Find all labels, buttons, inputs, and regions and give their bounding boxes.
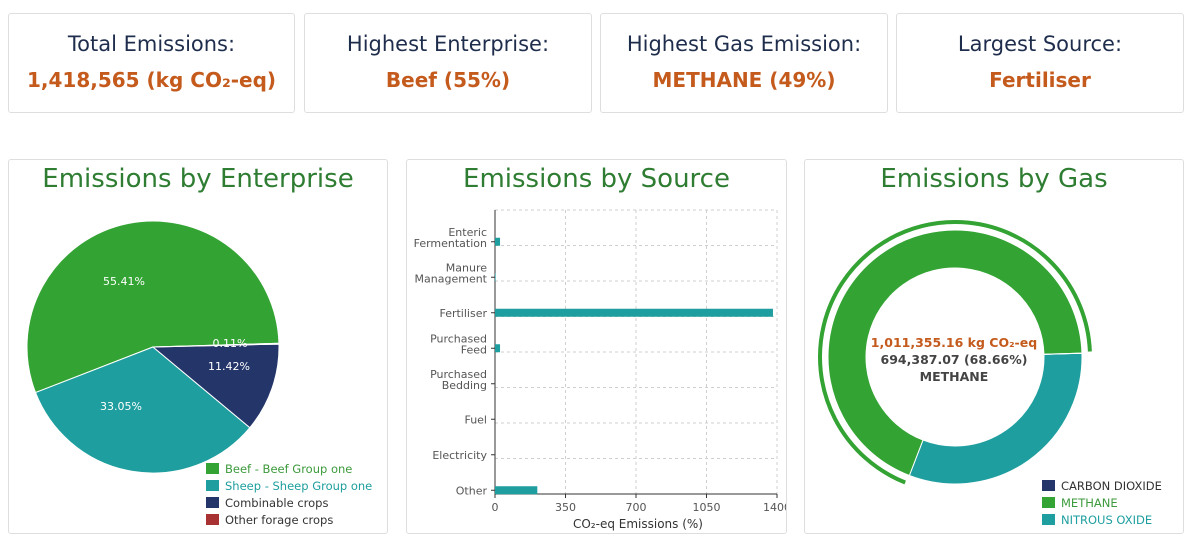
y-tick-label: Fertiliser bbox=[439, 307, 487, 320]
legend-swatch bbox=[206, 480, 219, 491]
x-tick-label: 700 bbox=[626, 501, 647, 514]
legend-swatch bbox=[206, 463, 219, 474]
y-tick-label: Manure bbox=[446, 261, 487, 274]
kpi-label: Highest Enterprise: bbox=[346, 32, 550, 56]
kpi-value: METHANE (49%) bbox=[652, 68, 836, 92]
chart-card-enterprise: Emissions by Enterprise 55.41% 33.05% 11.4… bbox=[8, 159, 388, 534]
legend-label: Other forage crops bbox=[225, 512, 334, 527]
donut-center-total: 1,011,355.16 kg CO₂-eq bbox=[870, 335, 1038, 350]
gas-donut-chart bbox=[818, 220, 1092, 485]
legend-item-other-forage-crops[interactable]: Other forage crops bbox=[206, 511, 372, 528]
kpi-label: Total Emissions: bbox=[67, 32, 236, 56]
bar-manure-management bbox=[495, 273, 496, 282]
bar-other bbox=[495, 486, 538, 495]
legend-label: Beef - Beef Group one bbox=[225, 461, 353, 476]
legend-label: Sheep - Sheep Group one bbox=[225, 478, 373, 493]
y-tick-label: Other bbox=[456, 484, 488, 497]
chart-card-source: Emissions by Source Enteric Fermentation M… bbox=[406, 159, 787, 534]
kpi-card-highest-enterprise: Highest Enterprise: Beef (55%) bbox=[304, 13, 592, 113]
x-tick-label: 350 bbox=[555, 501, 576, 514]
pie-data-label: 0.11% bbox=[213, 337, 248, 350]
legend-item-beef[interactable]: Beef - Beef Group one bbox=[206, 460, 372, 477]
legend-swatch bbox=[1042, 514, 1055, 525]
pie-slice-other-forage-crops bbox=[152, 342, 280, 348]
enterprise-pie-chart: 55.41% 33.05% 11.42% 0.11% bbox=[26, 220, 280, 474]
kpi-card-largest-source: Largest Source: Fertiliser bbox=[896, 13, 1184, 113]
legend-label: NITROUS OXIDE bbox=[1061, 512, 1153, 527]
pie-data-label: 33.05% bbox=[100, 400, 142, 413]
kpi-label: Highest Gas Emission: bbox=[626, 32, 862, 56]
pie-slice-beef-beef-group-one bbox=[26, 220, 280, 394]
legend-item-nitrous-oxide[interactable]: NITROUS OXIDE bbox=[1042, 511, 1162, 528]
y-tick-label: Electricity bbox=[432, 449, 487, 462]
enterprise-legend: Beef - Beef Group one Sheep - Sheep Grou… bbox=[206, 460, 372, 528]
kpi-value: Fertiliser bbox=[989, 68, 1091, 92]
x-axis-label: CO₂-eq Emissions (%) bbox=[573, 517, 703, 531]
donut-segment-methane bbox=[827, 229, 1083, 477]
chart-title: Emissions by Gas bbox=[880, 164, 1108, 194]
legend-item-carbon-dioxide[interactable]: CARBON DIOXIDE bbox=[1042, 477, 1162, 494]
pie-slice-combinable-crops bbox=[151, 343, 280, 429]
x-tick-label: 0 bbox=[492, 501, 499, 514]
donut-center-value: 694,387.07 (68.66%) bbox=[880, 352, 1028, 367]
legend-item-combinable-crops[interactable]: Combinable crops bbox=[206, 494, 372, 511]
y-tick-label: Bedding bbox=[442, 379, 487, 392]
gas-legend: CARBON DIOXIDE METHANE NITROUS OXIDE bbox=[1042, 477, 1162, 528]
x-tick-label: 1050 bbox=[693, 501, 721, 514]
legend-item-sheep[interactable]: Sheep - Sheep Group one bbox=[206, 477, 372, 494]
chart-title: Emissions by Source bbox=[463, 164, 730, 194]
kpi-value: 1,418,565 (kg CO₂-eq) bbox=[26, 68, 277, 92]
chart-title: Emissions by Enterprise bbox=[42, 164, 354, 194]
donut-center-label: 1,011,355.16 kg CO₂-eq 694,387.07 (68.66… bbox=[854, 334, 1054, 385]
legend-swatch bbox=[206, 514, 219, 525]
y-tick-label: Enteric bbox=[448, 226, 487, 239]
bar-enteric-fermentation bbox=[495, 237, 501, 246]
legend-label: Combinable crops bbox=[225, 495, 329, 510]
x-tick-label: 1400 bbox=[763, 501, 787, 514]
donut-segment-carbon-dioxide bbox=[1043, 352, 1083, 355]
chart-card-gas: Emissions by Gas 1,011,355.16 kg CO₂-eq … bbox=[804, 159, 1184, 534]
pie-slice-sheep-sheep-group-one bbox=[34, 346, 251, 474]
y-tick-label: Purchased bbox=[430, 332, 487, 345]
kpi-label: Largest Source: bbox=[957, 32, 1123, 56]
kpi-value: Beef (55%) bbox=[385, 68, 511, 92]
y-tick-label: Fuel bbox=[464, 413, 487, 426]
legend-swatch bbox=[1042, 480, 1055, 491]
donut-center-gas: METHANE bbox=[919, 369, 989, 384]
y-tick-label: Fermentation bbox=[414, 237, 487, 250]
donut-highlight-arc bbox=[818, 220, 1092, 485]
legend-label: METHANE bbox=[1061, 495, 1118, 510]
legend-item-methane[interactable]: METHANE bbox=[1042, 494, 1162, 511]
y-tick-label: Purchased bbox=[430, 368, 487, 381]
bar-fertiliser bbox=[495, 308, 773, 317]
legend-label: CARBON DIOXIDE bbox=[1061, 478, 1162, 493]
legend-swatch bbox=[206, 497, 219, 508]
pie-data-label: 55.41% bbox=[103, 275, 145, 288]
kpi-card-highest-gas: Highest Gas Emission: METHANE (49%) bbox=[600, 13, 888, 113]
y-tick-label: Feed bbox=[461, 343, 487, 356]
legend-swatch bbox=[1042, 497, 1055, 508]
pie-data-label: 11.42% bbox=[208, 360, 250, 373]
kpi-card-total-emissions: Total Emissions: 1,418,565 (kg CO₂-eq) bbox=[8, 13, 295, 113]
y-tick-label: Management bbox=[415, 272, 488, 285]
bar-purchased-feed bbox=[495, 344, 501, 353]
